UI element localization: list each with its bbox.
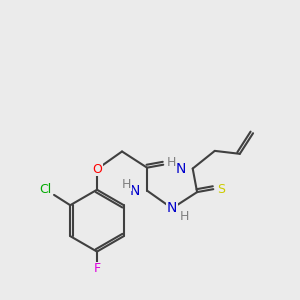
Text: Cl: Cl xyxy=(40,183,52,196)
Text: F: F xyxy=(93,262,100,275)
Text: N: N xyxy=(130,184,140,198)
Text: H: H xyxy=(180,210,189,223)
Text: N: N xyxy=(167,201,177,215)
Text: N: N xyxy=(175,161,185,176)
Text: H: H xyxy=(122,178,131,191)
Text: O: O xyxy=(92,163,102,176)
Text: O: O xyxy=(167,158,176,171)
Text: S: S xyxy=(218,183,226,196)
Text: H: H xyxy=(167,156,176,169)
